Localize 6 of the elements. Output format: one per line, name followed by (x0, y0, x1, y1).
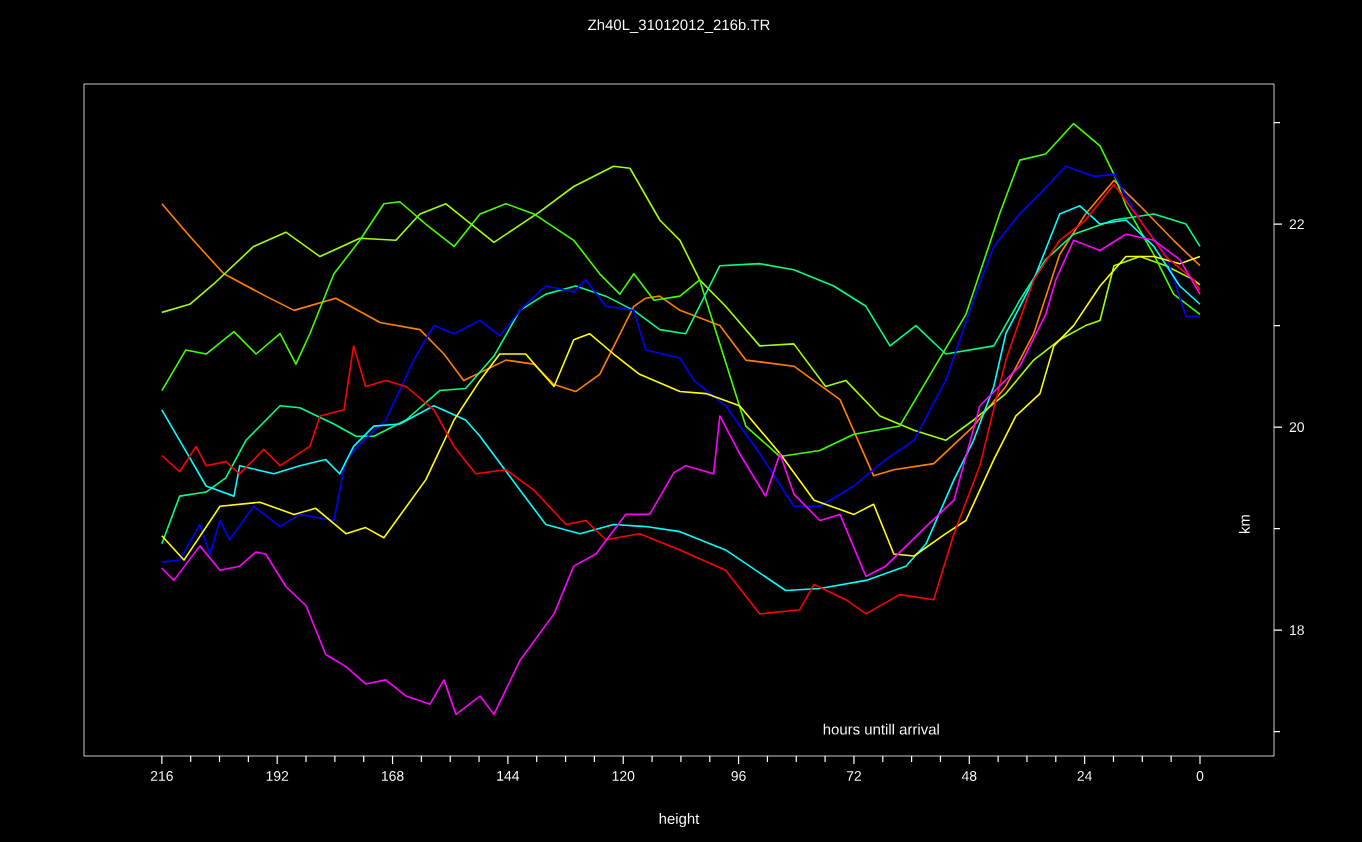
line-series (161, 165, 1201, 563)
line-series (161, 122, 1201, 458)
line-series (161, 179, 1201, 477)
line-series (161, 165, 1201, 442)
line-series (161, 233, 1201, 716)
line-series (161, 255, 1201, 561)
